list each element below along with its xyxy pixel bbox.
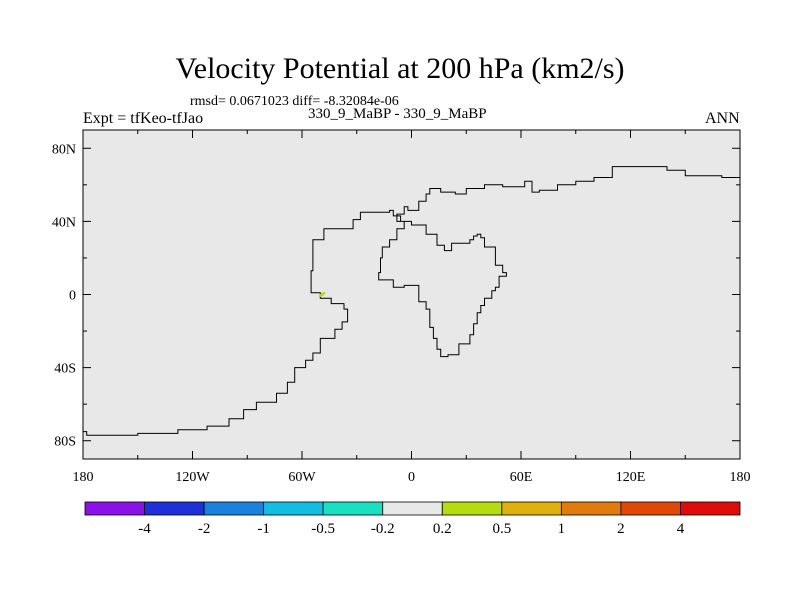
y-tick-labels: 80N 40N 0 40S 80S (52, 142, 76, 449)
coastline (83, 166, 741, 436)
colorbar-label: 2 (617, 521, 625, 537)
colorbar (84, 501, 741, 516)
small-features (318, 291, 326, 298)
y-tick-label: 0 (69, 289, 76, 304)
x-tick-label: 180 (73, 470, 94, 485)
coastlines (83, 166, 741, 436)
colorbar-label: 0.5 (492, 521, 511, 537)
colorbar-box (263, 501, 324, 516)
colorbar-label: -2 (198, 521, 211, 537)
season-label: ANN (705, 110, 740, 127)
x-tick-label: 180 (730, 470, 751, 485)
colorbar-labels: -4 -2 -1 -0.5 -0.2 0.2 0.5 1 2 4 (138, 521, 684, 537)
anomaly-patch (318, 291, 326, 298)
colorbar-label: 1 (558, 521, 566, 537)
colorbar-box (382, 501, 443, 516)
colorbar-box (144, 501, 205, 516)
x-tick-label: 60E (510, 470, 533, 485)
x-tick-label: 120E (616, 470, 646, 485)
experiment-label: Expt = tfKeo-tfJao (83, 110, 204, 127)
map-background (83, 130, 740, 459)
chart-title: Velocity Potential at 200 hPa (km2/s) (175, 52, 625, 85)
y-tick-label: 40N (52, 215, 76, 230)
stats-line: rmsd= 0.0671023 diff= -8.32084e-06 (190, 94, 399, 109)
colorbar-label: -0.2 (371, 521, 395, 537)
colorbar-box (620, 501, 681, 516)
y-tick-label: 80S (54, 435, 76, 450)
y-tick-label: 80N (52, 142, 76, 157)
case-label: 330_9_MaBP - 330_9_MaBP (308, 106, 487, 122)
colorbar-label: 4 (677, 521, 685, 537)
x-tick-label: 60W (288, 470, 316, 485)
x-tick-label: 0 (408, 470, 415, 485)
colorbar-box (441, 501, 503, 516)
y-tick-label: 40S (54, 362, 76, 377)
colorbar-box (84, 501, 145, 516)
colorbar-box (560, 501, 622, 516)
colorbar-box (680, 501, 741, 516)
colorbar-label: 0.2 (433, 521, 452, 537)
colorbar-label: -1 (257, 521, 270, 537)
x-tick-labels: 180 120W 60W 0 60E 120E 180 (73, 470, 751, 485)
colorbar-box (501, 501, 562, 516)
colorbar-box (322, 501, 384, 516)
map-frame (82, 129, 741, 460)
colorbar-box (203, 501, 265, 516)
colorbar-label: -4 (138, 521, 151, 537)
x-tick-label: 120W (175, 470, 210, 485)
colorbar-label: -0.5 (311, 521, 335, 537)
